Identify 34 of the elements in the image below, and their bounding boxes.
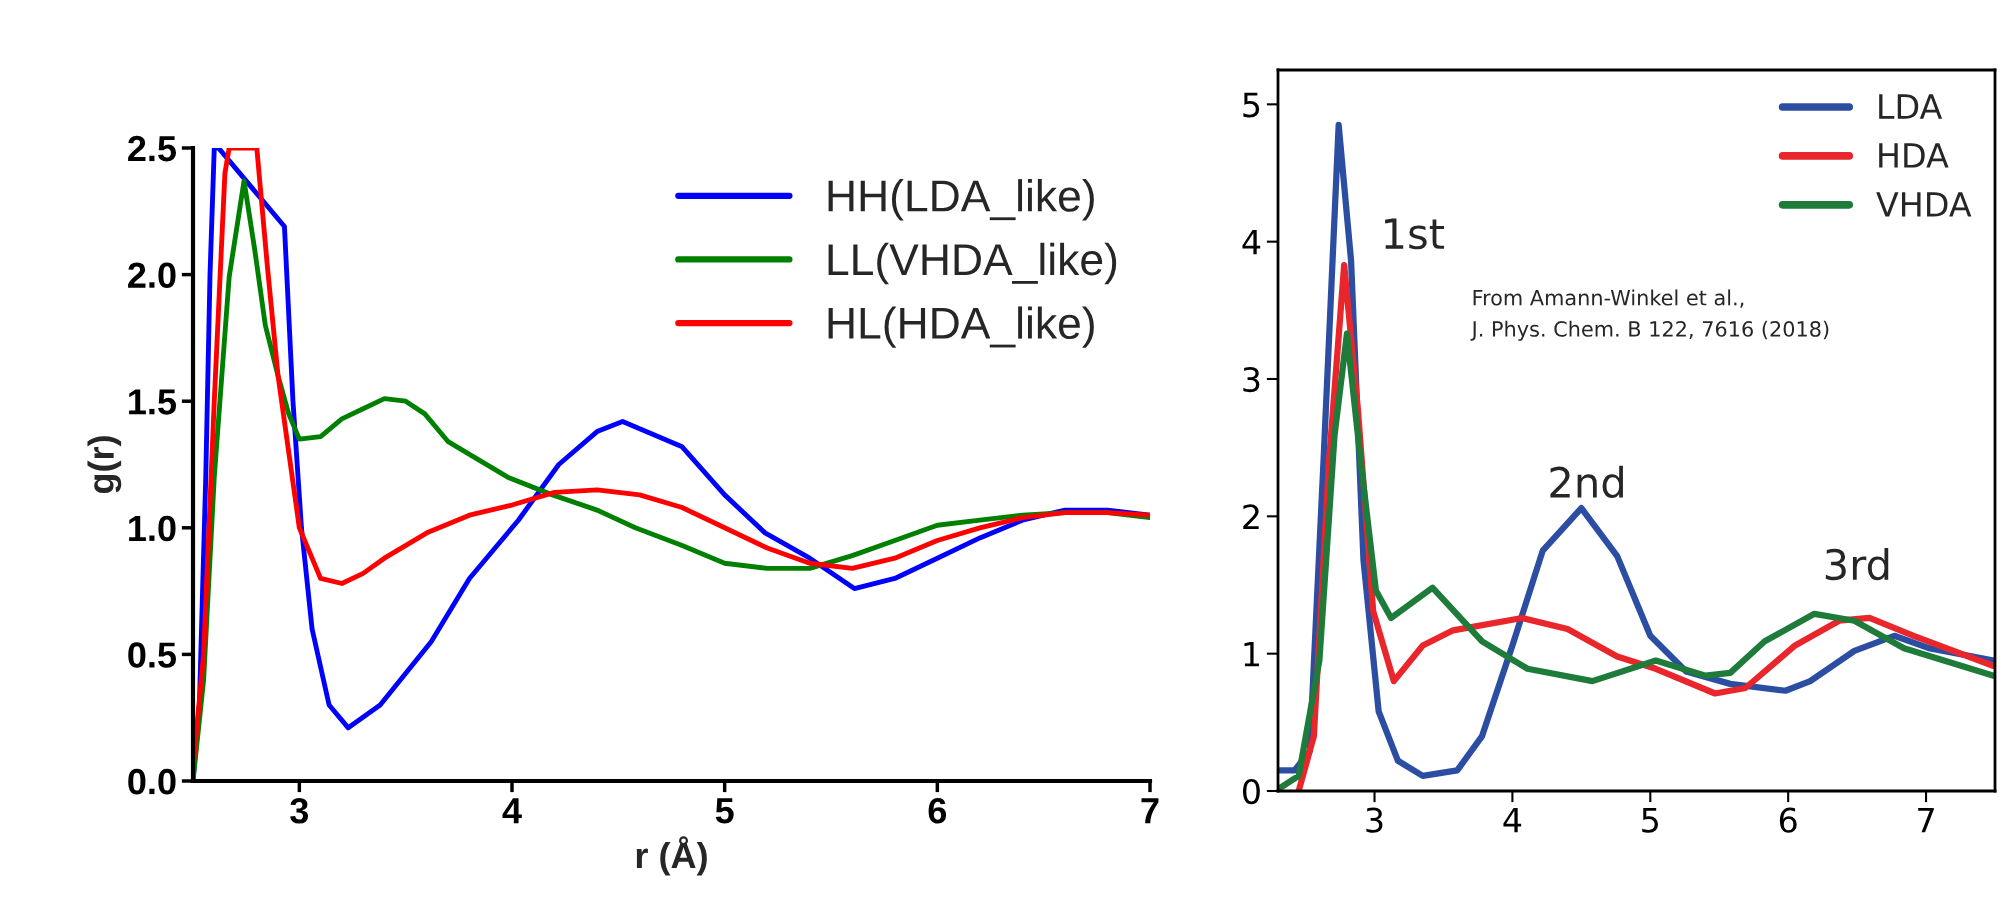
legend-label: LL(VHDA_like) xyxy=(828,242,1117,285)
y-tick-label: 0.0 xyxy=(128,768,176,795)
y-tick-label: 0 xyxy=(1243,778,1260,805)
y-tick-label: 3 xyxy=(1243,366,1260,393)
x-tick-label: 3 xyxy=(1366,807,1383,833)
y-tick-label: 5 xyxy=(1243,92,1260,118)
annotation: From Amann-Winkel et al., J. Phys. Chem. B 122, 7616 (2018) xyxy=(1470,289,1829,341)
annotation: 1st xyxy=(1385,218,1445,250)
annotation: 3rd xyxy=(1825,548,1889,581)
x-tick-label: 7 xyxy=(1141,798,1159,824)
x-tick-label: 4 xyxy=(1503,808,1522,833)
y-tick-label: 0.5 xyxy=(128,642,177,668)
x-tick-label: 3 xyxy=(290,797,309,824)
x-tick-label: 5 xyxy=(1642,808,1658,833)
y-tick-label: 1.0 xyxy=(129,515,176,542)
legend-label: LDA xyxy=(1879,94,1943,119)
legend-label: VHDA xyxy=(1876,192,1972,217)
y-axis-title: g(r) xyxy=(87,436,122,494)
y-tick-label: 1 xyxy=(1244,642,1259,667)
x-tick-label: 6 xyxy=(928,797,947,824)
y-tick-label: 2.5 xyxy=(128,135,177,162)
x-tick-label: 4 xyxy=(502,798,522,824)
x-tick-label: 5 xyxy=(715,798,734,824)
legend-label: HH(LDA_like) xyxy=(828,179,1094,221)
y-tick-label: 2 xyxy=(1243,504,1259,529)
x-axis-title: r (Å) xyxy=(636,836,707,876)
x-tick-label: 6 xyxy=(1779,807,1797,833)
y-tick-label: 2.0 xyxy=(128,262,176,289)
annotation: 2nd xyxy=(1550,465,1623,499)
y-tick-label: 4 xyxy=(1242,230,1261,255)
y-tick-label: 1.5 xyxy=(129,389,177,415)
legend-label: HDA xyxy=(1879,143,1949,168)
legend-label: HL(HDA_like) xyxy=(828,306,1094,348)
x-tick-label: 7 xyxy=(1918,808,1934,833)
